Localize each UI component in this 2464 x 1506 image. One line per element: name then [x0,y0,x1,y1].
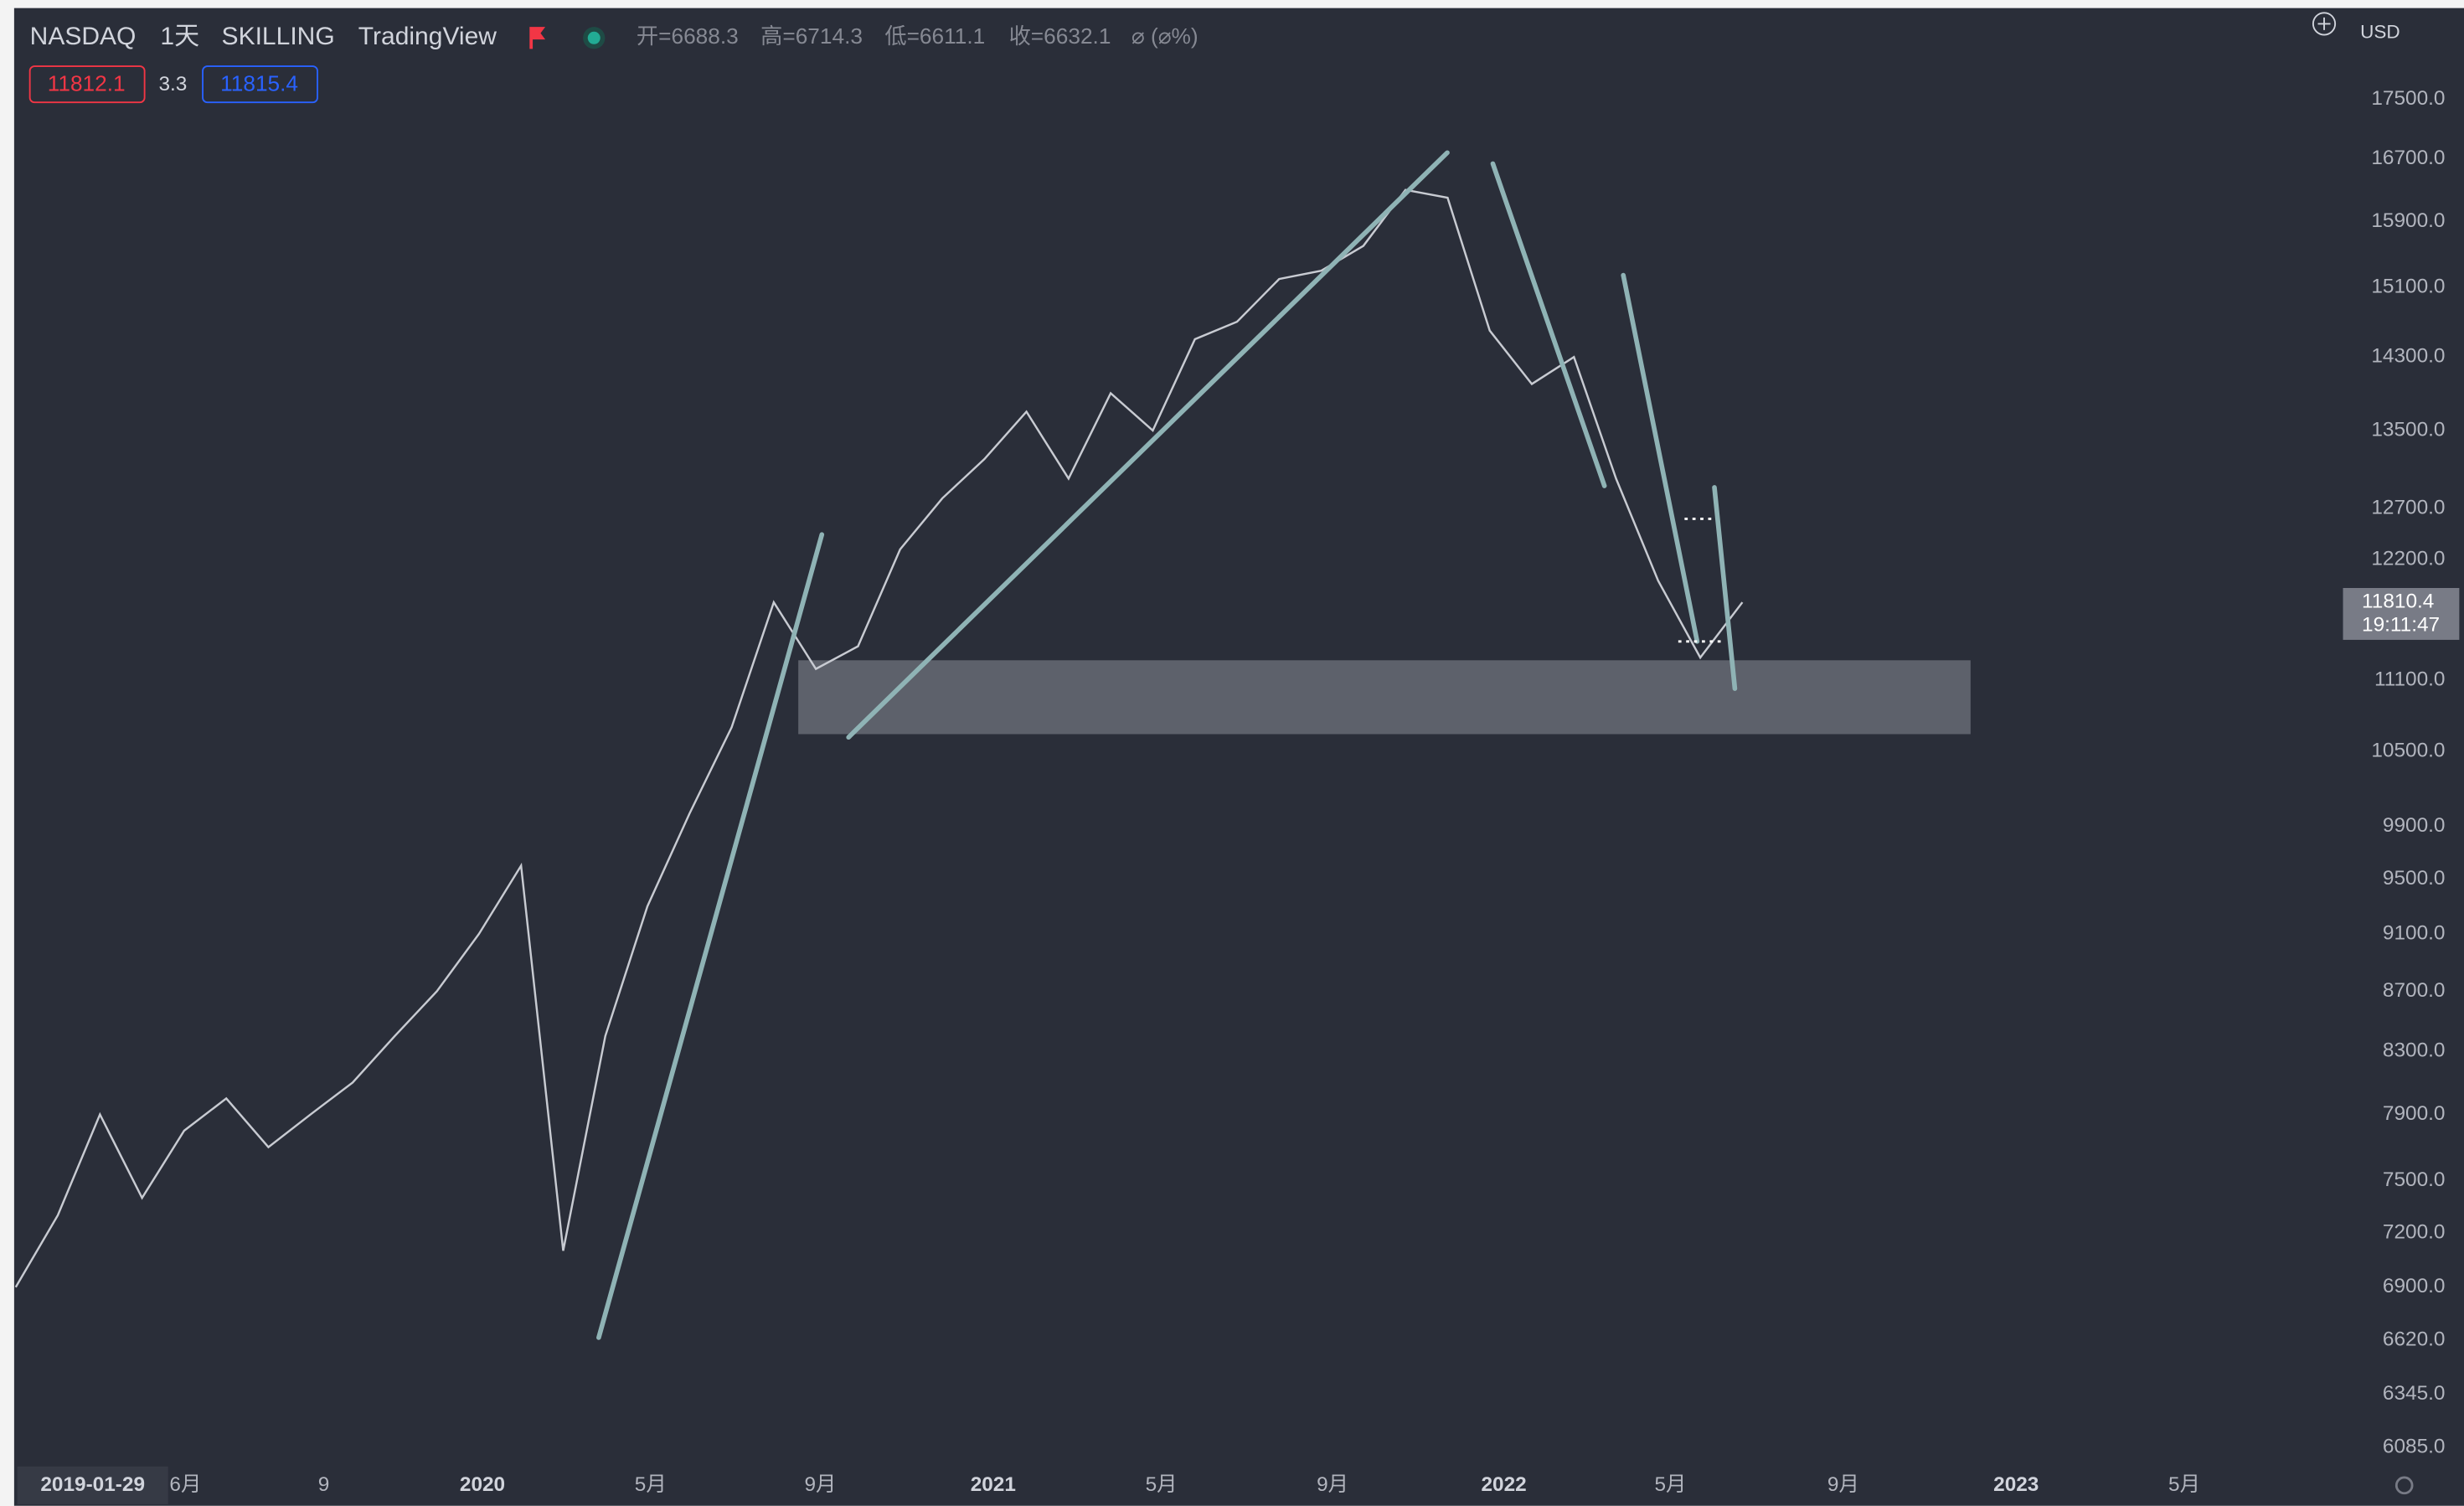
ohlc-item: 收=6632.1 [1009,23,1111,49]
y-tick-label: 14300.0 [2371,345,2445,368]
plot [14,188,1744,1288]
x-tick-label: 2021 [971,1473,1016,1496]
trend-line [596,532,825,1340]
y-tick-label: 7200.0 [2383,1220,2446,1243]
y-tick-label: 15900.0 [2371,209,2445,232]
trend-line [846,150,1450,740]
symbol[interactable]: NASDAQ [30,23,137,50]
settings-icon[interactable] [2394,1476,2414,1495]
currency[interactable]: USD [2360,22,2400,43]
x-tick-label: 6月 [169,1473,201,1496]
y-tick-label: 8700.0 [2383,979,2446,1002]
sell-box[interactable] [28,65,146,104]
x-tick-label: 9月 [1317,1473,1348,1496]
trend-line [1712,485,1738,691]
y-tick-label: 7500.0 [2383,1168,2446,1191]
buy-price[interactable]: 11815.4 [220,71,298,96]
flag-icon[interactable] [529,27,546,49]
y-tick-label: 13500.0 [2371,418,2445,441]
x-tick-label: 2023 [1993,1473,2039,1496]
y-tick-label: 17500.0 [2371,87,2445,110]
buy-box[interactable] [202,65,318,104]
add-icon[interactable] [2312,12,2337,36]
trend-line [1621,272,1700,644]
platform: TradingView [358,23,497,50]
y-tick-label: 6085.0 [2383,1436,2446,1458]
x-tick-label: 5月 [1655,1473,1687,1496]
last-price: 11810.4 [2362,590,2434,612]
ohlc-item: ⌀ (⌀%) [1131,23,1198,49]
interval[interactable]: 1天 [160,23,199,50]
date-badge [17,1466,168,1504]
spread: 3.3 [158,73,187,95]
y-tick-label: 9900.0 [2383,814,2446,837]
y-tick-label: 12700.0 [2371,496,2445,518]
x-tick-label: 5月 [2168,1473,2200,1496]
ohlc: 开=6688.3 高=6714.3 低=6611.1 收=6632.1 ⌀ (⌀%) [637,23,1198,49]
sell-price[interactable]: 11812.1 [48,71,126,96]
x-tick-label: 5月 [1146,1473,1178,1496]
x-tick-label: 9月 [1827,1473,1859,1496]
status-dot [587,31,601,44]
chart-background [13,8,2464,1506]
x-tick-label: 2022 [1481,1473,1526,1496]
y-tick-label: 16700.0 [2371,147,2445,169]
y-tick-label: 9500.0 [2383,867,2446,890]
ohlc-item: 高=6714.3 [760,23,863,49]
y-tick-label: 8300.0 [2383,1039,2446,1062]
support-zone [798,660,1971,735]
x-tick-label: 9 [318,1473,330,1496]
x-tick-label: 2020 [460,1473,505,1496]
y-tick-label: 10500.0 [2371,739,2445,761]
trend-line [1490,161,1607,488]
x-tick-label: 9月 [804,1473,836,1496]
countdown: 19:11:47 [2362,613,2440,636]
y-tick-label: 6620.0 [2383,1328,2446,1350]
y-tick-label: 12200.0 [2371,548,2445,570]
ohlc-item: 低=6611.1 [884,23,985,49]
x-tick-label: 2019-01-29 [40,1473,145,1496]
y-tick-label: 15100.0 [2371,276,2445,298]
y-tick-label: 6900.0 [2383,1275,2446,1297]
x-tick-label: 5月 [635,1473,667,1496]
price-badge [2343,587,2460,640]
y-tick-label: 7900.0 [2383,1102,2446,1125]
y-tick-label: 6345.0 [2383,1382,2446,1405]
price-line [14,188,1744,1288]
broker: SKILLING [222,23,335,50]
y-tick-label: 11100.0 [2374,668,2446,691]
add-icon-plus [2317,17,2331,30]
ohlc-item: 开=6688.3 [637,23,739,49]
y-tick-label: 9100.0 [2383,921,2446,944]
time-axis: 2019-01-29 6月 9 2020 5月 9月 2021 5月 9月 2022 5月 9月 202… [40,1473,2200,1496]
